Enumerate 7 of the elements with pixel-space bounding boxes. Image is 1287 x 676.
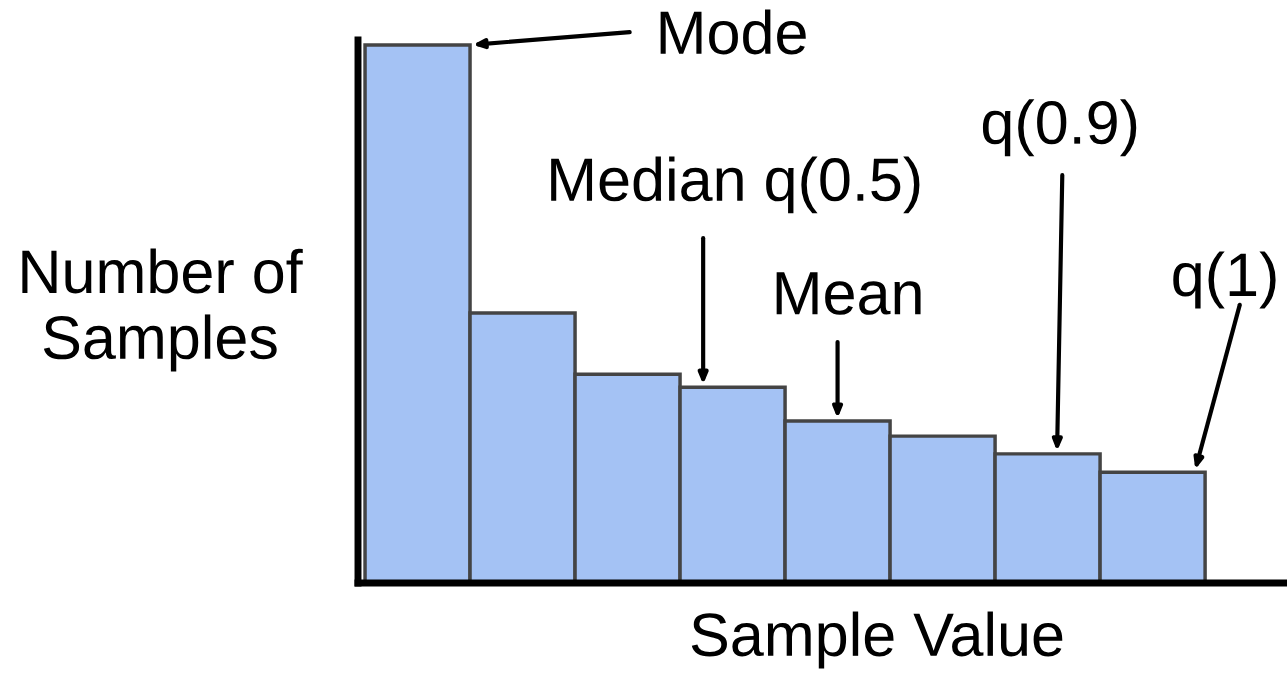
annotation: Mean — [776, 272, 921, 315]
annotation: Mode — [660, 9, 806, 55]
annotation: q(1) — [1173, 251, 1276, 309]
annotation: q(0.9) — [982, 99, 1137, 157]
annotation: Median q(0.5) — [551, 156, 920, 214]
x-axis-title: Sample Value — [691, 611, 1063, 669]
y-axis-title: Number of Samples — [22, 248, 303, 372]
